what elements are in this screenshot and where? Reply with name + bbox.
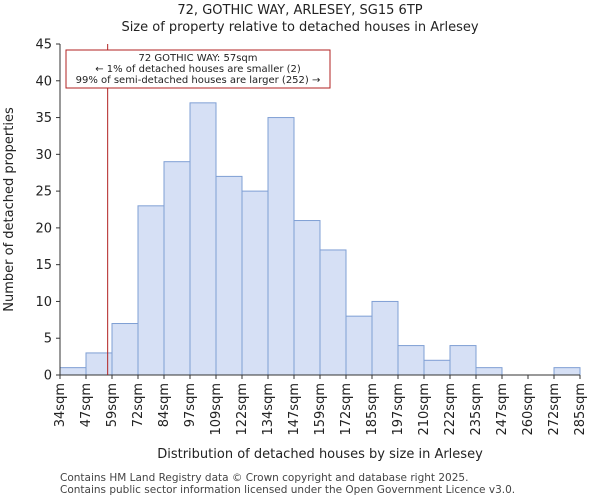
bar-159sqm (319, 249, 347, 376)
bar-185sqm (371, 300, 399, 376)
bar-122sqm (241, 190, 269, 376)
x-tick-label: 159sqm (313, 383, 328, 436)
x-tick-label: 185sqm (365, 383, 380, 436)
y-tick-label: 20 (35, 221, 52, 236)
bar-134sqm (267, 117, 295, 376)
bar-109sqm (215, 175, 243, 376)
x-tick-label: 247sqm (495, 383, 510, 436)
chart-subtitle: Size of property relative to detached ho… (121, 20, 479, 35)
x-tick-label: 72sqm (131, 383, 146, 427)
x-tick-label: 147sqm (287, 383, 302, 436)
x-tick-label: 222sqm (443, 383, 458, 436)
x-tick-label: 260sqm (521, 383, 536, 436)
axes-layer: 0 5 10 15 20 25 30 35 40 45 34sqm 47sqm 59sqm 72sqm 84… (2, 38, 588, 463)
bar-84sqm (163, 161, 191, 376)
y-tick-label: 15 (35, 258, 52, 273)
x-tick-label: 109sqm (209, 383, 224, 436)
x-tick-label: 285sqm (573, 383, 588, 436)
x-tick-label: 59sqm (105, 383, 120, 427)
annotation-line-3: 99% of semi-detached houses are larger (… (76, 75, 321, 86)
annotation-line-1: 72 GOTHIC WAY: 57sqm (138, 53, 257, 64)
bar-222sqm (449, 345, 477, 376)
footer-copyright: Contains HM Land Registry data © Crown c… (60, 472, 469, 484)
x-tick-label: 235sqm (469, 383, 484, 436)
y-tick-label: 5 (44, 332, 52, 347)
y-axis-label: Number of detached properties (2, 107, 17, 312)
y-tick-label: 10 (35, 295, 52, 310)
x-tick-label: 134sqm (261, 383, 276, 436)
x-tick-label: 122sqm (235, 383, 250, 436)
bar-59sqm (111, 323, 139, 376)
bar-235sqm (475, 367, 503, 376)
x-tick-label: 272sqm (547, 383, 562, 436)
annotation-layer: 72 GOTHIC WAY: 57sqm← 1% of detached hou… (65, 49, 331, 89)
bar-210sqm (423, 359, 451, 376)
x-tick-label: 97sqm (183, 383, 198, 427)
x-axis-label: Distribution of detached houses by size … (157, 447, 483, 462)
bar-147sqm (293, 220, 321, 376)
annotation-line-2: ← 1% of detached houses are smaller (2) (95, 64, 301, 75)
bar-34sqm (59, 367, 87, 376)
bar-272sqm (553, 367, 581, 376)
y-tick-label: 40 (35, 74, 52, 89)
y-tick-label: 45 (35, 38, 52, 53)
y-tick-label: 25 (35, 185, 52, 200)
bar-197sqm (397, 345, 425, 376)
chart-title: 72, GOTHIC WAY, ARLESEY, SG15 6TP (177, 3, 423, 18)
y-tick-label: 30 (35, 148, 52, 163)
y-tick-label: 0 (44, 369, 52, 384)
footer-licence: Contains public sector information licen… (60, 484, 516, 496)
x-tick-label: 47sqm (79, 383, 94, 427)
x-tick-label: 172sqm (339, 383, 354, 436)
bar-97sqm (189, 102, 217, 376)
bar-72sqm (137, 205, 165, 376)
y-tick-label: 35 (35, 111, 52, 126)
annotation-box (65, 49, 331, 89)
bar-172sqm (345, 315, 373, 376)
x-tick-label: 34sqm (53, 383, 68, 427)
x-tick-label: 210sqm (417, 383, 432, 436)
x-tick-label: 197sqm (391, 383, 406, 436)
x-tick-label: 84sqm (157, 383, 172, 427)
bars-layer (59, 102, 581, 376)
